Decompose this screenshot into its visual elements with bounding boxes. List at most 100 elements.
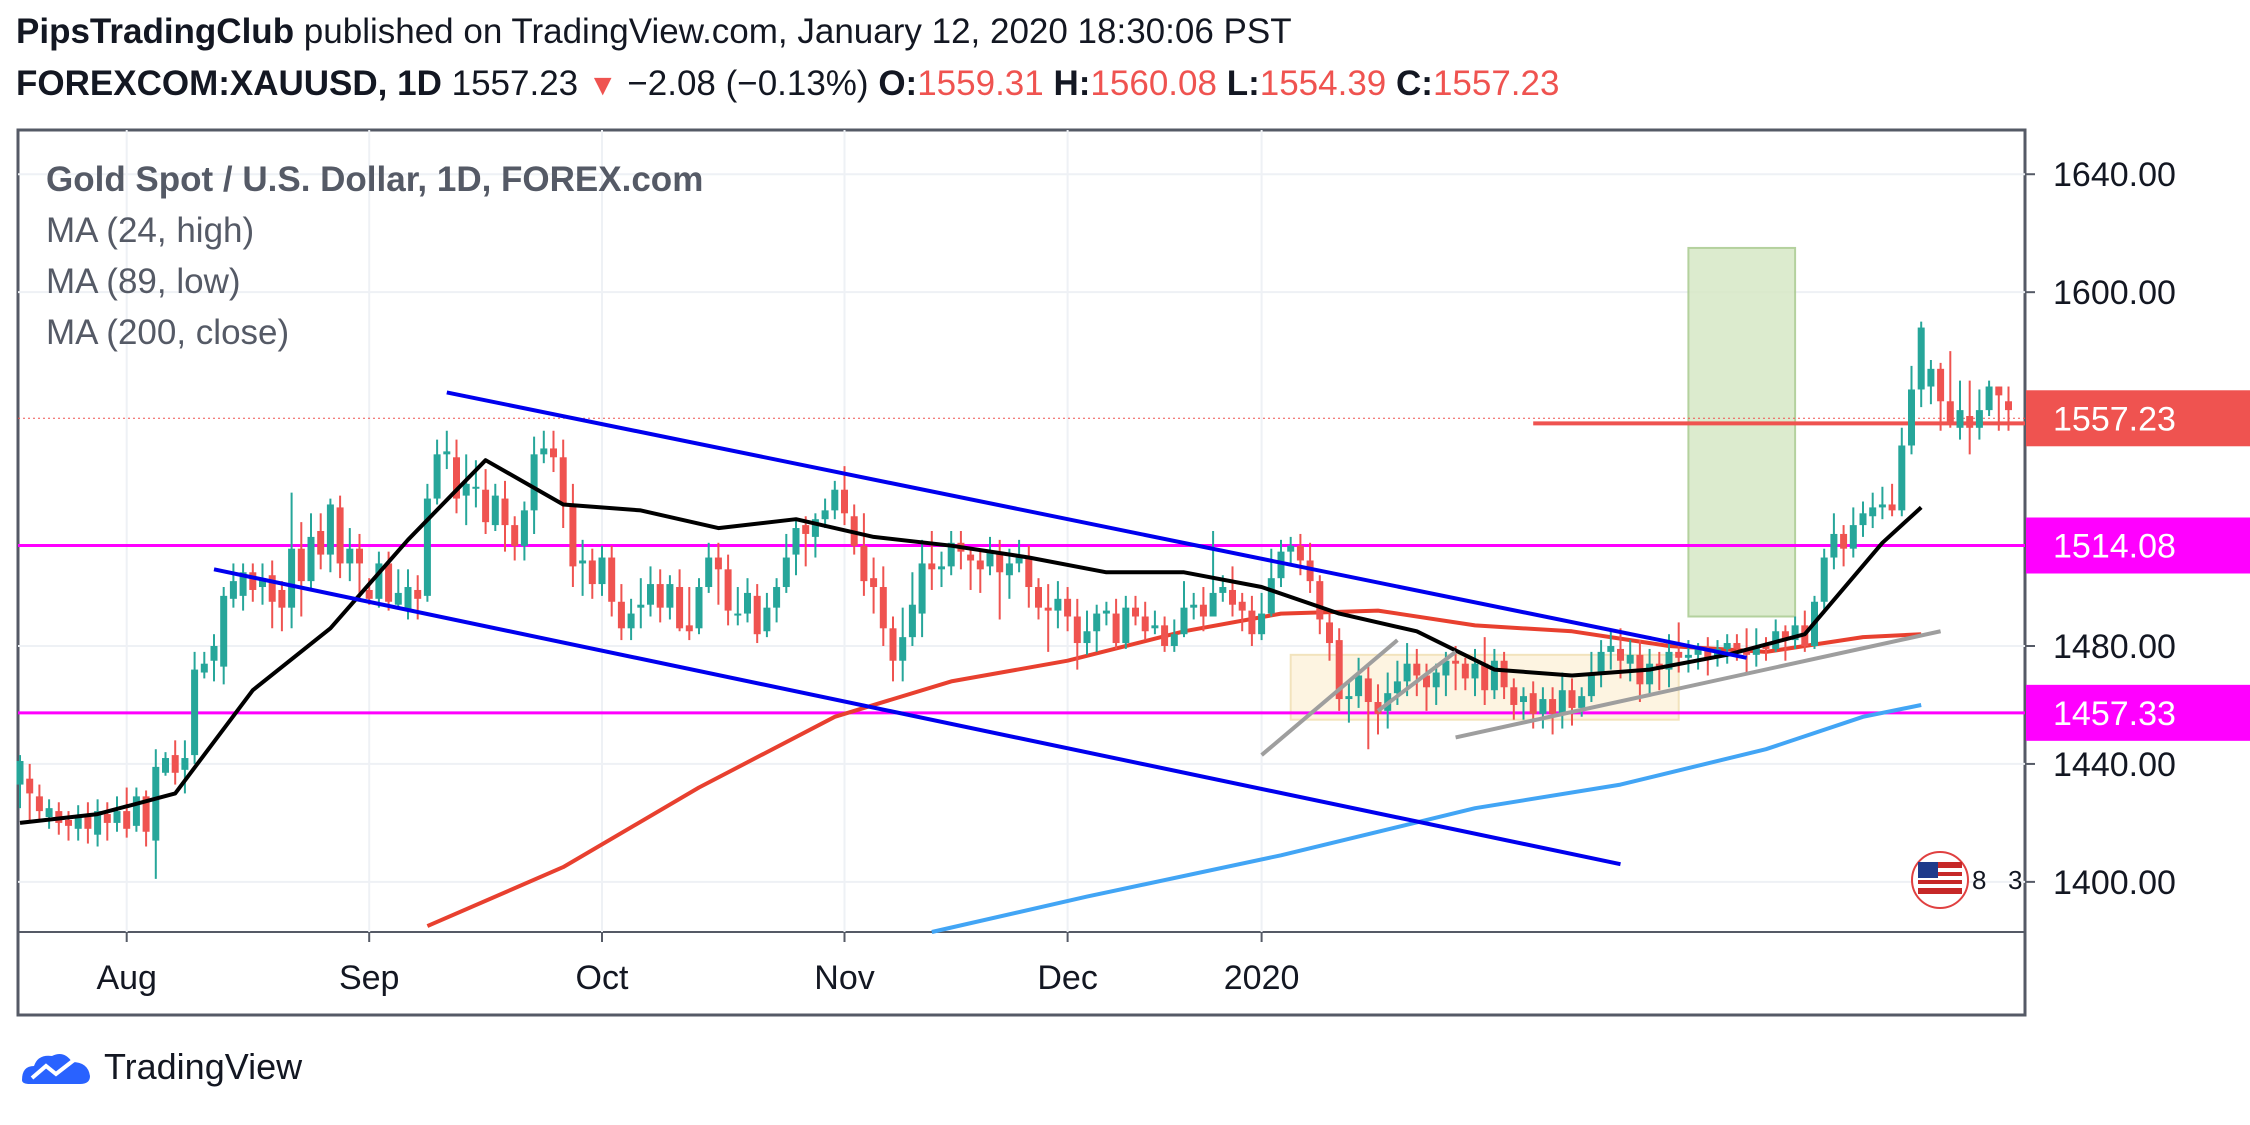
candle-body xyxy=(152,766,160,841)
candle-body xyxy=(1277,551,1285,579)
ma-200-line xyxy=(931,703,1922,934)
price-axis[interactable]: 1400.00 1440.00 1480.00 1600.00 1640.00 xyxy=(2025,156,2176,902)
candle-body xyxy=(598,557,606,585)
us-flag-badge: 8 3 xyxy=(1911,851,2022,909)
candle-body xyxy=(365,589,373,599)
x-tick-label: Aug xyxy=(96,959,157,997)
candle-body xyxy=(1869,507,1877,517)
candle-body xyxy=(491,495,499,526)
legend-ma-89[interactable]: MA (89, low) xyxy=(46,262,241,301)
candle-body xyxy=(792,528,800,555)
candle-body xyxy=(1587,672,1595,697)
candle-body xyxy=(1675,651,1683,658)
channel-upper-line xyxy=(446,390,1748,660)
candle-body xyxy=(1733,643,1741,649)
candle-body xyxy=(1238,601,1246,611)
candle-body xyxy=(1820,557,1828,602)
ma-89-line xyxy=(426,608,1922,928)
symbol-label[interactable]: FOREXCOM:XAUUSD, 1D xyxy=(16,64,442,103)
candle-body xyxy=(1626,654,1634,664)
candle-body xyxy=(1374,702,1382,714)
candle-body xyxy=(588,560,596,585)
candle-body xyxy=(1694,648,1702,655)
candle-body xyxy=(84,817,92,829)
candle-body xyxy=(841,489,848,514)
open-label: O: xyxy=(878,64,918,103)
time-axis[interactable]: Aug Sep Oct Nov Dec 2020 xyxy=(96,932,1299,997)
candle-body xyxy=(947,542,955,567)
chart-legend-title[interactable]: Gold Spot / U.S. Dollar, 1D, FOREX.com xyxy=(46,160,704,199)
candle-body xyxy=(860,545,868,582)
candle-body xyxy=(74,817,82,829)
candle-body xyxy=(695,587,703,629)
candle-body xyxy=(569,504,577,567)
down-triangle-icon: ▼ xyxy=(587,69,618,102)
candle-body xyxy=(1452,660,1460,664)
candle-body xyxy=(724,569,732,611)
x-tick-label: Sep xyxy=(339,959,400,997)
legend-ma-24[interactable]: MA (24, high) xyxy=(46,211,255,250)
price-tag-label: 1457.33 xyxy=(2053,695,2176,733)
candle-body xyxy=(1112,613,1120,644)
candle-body xyxy=(831,489,839,511)
candle-body xyxy=(268,575,276,602)
candle-body xyxy=(1665,651,1673,670)
publisher-name[interactable]: PipsTradingClub xyxy=(16,12,295,51)
candle-body xyxy=(472,486,480,489)
candle-body xyxy=(142,796,150,832)
candle-body xyxy=(346,548,354,564)
candle-body xyxy=(307,536,315,582)
candle-body xyxy=(1190,604,1198,608)
candle-body xyxy=(1229,589,1236,605)
candle-body xyxy=(1617,648,1624,661)
ohlc-line: FOREXCOM:XAUUSD, 1D 1557.23 ▼ −2.08 (−0.… xyxy=(16,64,1559,104)
candle-body xyxy=(16,760,24,785)
candle-body xyxy=(414,589,422,599)
candle-body xyxy=(288,548,296,608)
y-tick-label: 1440.00 xyxy=(2053,746,2176,784)
candle-body xyxy=(511,525,519,546)
candle-body xyxy=(385,563,393,602)
legend-ma-200[interactable]: MA (200, close) xyxy=(46,313,290,352)
candle-body xyxy=(45,808,53,818)
candle-body xyxy=(1966,416,1974,428)
candle-body xyxy=(811,519,819,537)
candle-body xyxy=(433,454,441,499)
candle-body xyxy=(1607,645,1615,652)
candle-body xyxy=(821,510,829,520)
candle-body xyxy=(1335,640,1343,700)
candle-body xyxy=(1073,616,1081,644)
flag-badge-count-b: 3 xyxy=(2008,865,2022,895)
candle-body xyxy=(1064,598,1072,617)
candle-body xyxy=(1975,410,1983,428)
x-tick-label: Dec xyxy=(1037,959,1097,997)
candle-body xyxy=(1306,560,1314,582)
candle-body xyxy=(617,601,625,629)
candle-body xyxy=(753,595,761,635)
candle-body xyxy=(1830,533,1838,558)
candle-body xyxy=(191,669,199,756)
candle-body xyxy=(210,645,218,661)
candle-body xyxy=(404,587,412,611)
candle-body xyxy=(1015,557,1023,564)
candle-body xyxy=(1646,663,1654,685)
price-change: −2.08 (−0.13%) xyxy=(627,64,869,103)
candle-body xyxy=(773,587,781,608)
candle-body xyxy=(676,587,684,629)
high-label: H: xyxy=(1053,64,1091,103)
candle-body xyxy=(1946,401,1954,425)
candle-body xyxy=(1888,504,1896,511)
candle-body xyxy=(443,451,451,455)
candle-body xyxy=(1781,631,1789,641)
candle-body xyxy=(123,811,131,829)
candle-body xyxy=(656,584,664,608)
candle-body xyxy=(1345,696,1353,700)
publish-line: PipsTradingClub published on TradingView… xyxy=(16,12,1292,52)
candle-body xyxy=(1840,533,1848,549)
candle-body xyxy=(1287,545,1295,552)
candle-body xyxy=(239,572,247,596)
candle-body xyxy=(1403,663,1411,682)
candle-body xyxy=(132,796,140,826)
tradingview-footer[interactable]: TradingView xyxy=(18,1046,302,1088)
